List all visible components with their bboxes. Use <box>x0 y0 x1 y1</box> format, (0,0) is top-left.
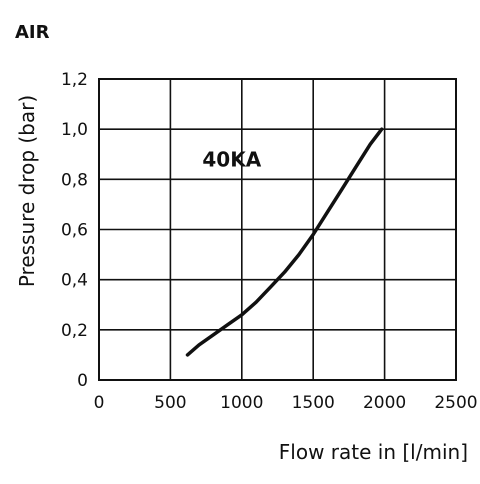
grid-lines <box>99 79 456 380</box>
series-lines <box>185 127 384 357</box>
y-tick-labels: 0 0,2 0,4 0,6 0,8 1,0 1,2 <box>61 70 88 391</box>
x-axis-label: Flow rate in [l/min] <box>279 440 468 464</box>
y-tick-label-4: 0,8 <box>61 170 88 190</box>
chart-title: AIR <box>15 22 50 43</box>
x-tick-label-5: 2500 <box>434 393 477 413</box>
x-tick-labels: 0 500 1000 1500 2000 2500 <box>94 393 478 413</box>
y-tick-label-5: 1,0 <box>61 120 88 140</box>
y-axis-label: Pressure drop (bar) <box>15 95 39 287</box>
x-tick-label-0: 0 <box>94 393 105 413</box>
series-annotation-0: 40KA <box>202 147 261 171</box>
y-tick-label-1: 0,2 <box>61 321 88 341</box>
x-tick-label-2: 1000 <box>220 393 263 413</box>
x-tick-label-1: 500 <box>154 393 186 413</box>
x-tick-label-4: 2000 <box>363 393 406 413</box>
y-tick-label-6: 1,2 <box>61 70 88 90</box>
series-line-0 <box>185 127 384 357</box>
x-tick-label-3: 1500 <box>292 393 335 413</box>
plot-frame <box>98 78 457 381</box>
annotations: 40KA <box>202 147 261 171</box>
y-tick-label-0: 0 <box>77 371 88 391</box>
y-tick-label-2: 0,4 <box>61 271 88 291</box>
y-tick-label-3: 0,6 <box>61 221 88 241</box>
